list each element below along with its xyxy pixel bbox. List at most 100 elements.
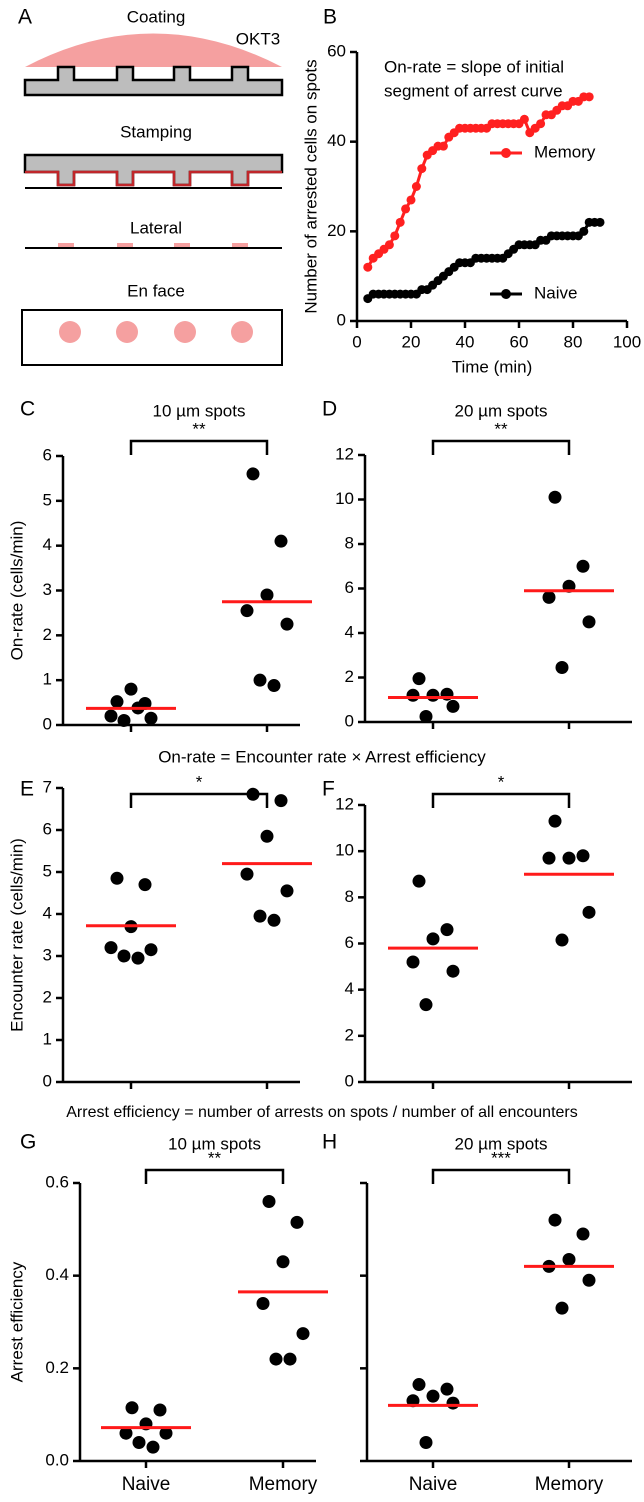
y-tick-label: 2	[43, 987, 52, 1006]
diagram-label: Stamping	[120, 122, 192, 141]
data-point	[584, 92, 594, 102]
data-point	[576, 849, 590, 863]
y-tick-label: 4	[43, 903, 52, 922]
x-axis-label: Time (min)	[452, 357, 533, 376]
panel-letter: A	[18, 6, 32, 29]
legend-label: Naive	[534, 283, 577, 302]
chart-title: 10 µm spots	[153, 401, 246, 420]
data-point	[283, 1352, 297, 1366]
y-tick-label: 5	[43, 861, 52, 880]
data-point	[269, 1352, 283, 1366]
data-point	[406, 955, 420, 969]
significance-bracket	[431, 792, 571, 808]
y-tick-label: 0	[43, 1071, 52, 1090]
data-point	[246, 467, 260, 481]
data-point	[412, 874, 426, 888]
diagram-label: OKT3	[236, 29, 280, 48]
stamp	[23, 65, 284, 97]
significance: ***	[491, 1148, 511, 1167]
data-point	[562, 851, 576, 865]
data-point	[280, 884, 294, 898]
data-point	[260, 588, 274, 602]
data-point	[260, 829, 274, 843]
significance: **	[192, 419, 206, 438]
y-tick-label: 7	[43, 777, 52, 796]
diagram-label: Lateral	[130, 218, 182, 237]
data-point	[131, 951, 145, 965]
diagram-label: Coating	[127, 7, 186, 26]
significance: **	[494, 419, 508, 438]
y-tick-label: 1	[43, 1029, 52, 1048]
y-tick-label: 0	[43, 714, 52, 733]
data-point	[280, 617, 294, 631]
y-tick-label: 12	[335, 794, 354, 813]
stamp-ink	[25, 170, 282, 187]
data-point	[117, 714, 131, 728]
data-point	[426, 688, 440, 702]
data-point	[576, 1227, 590, 1241]
data-point	[267, 913, 281, 927]
data-point	[411, 182, 421, 191]
y-tick-label: 6	[345, 933, 354, 952]
en-face-box	[21, 309, 283, 366]
y-tick-label: 6	[43, 819, 52, 838]
series-line	[366, 95, 590, 268]
data-point	[384, 240, 394, 250]
annotation: On-rate = slope of initial	[384, 57, 564, 76]
data-point	[582, 1273, 596, 1287]
data-point	[240, 867, 254, 881]
data-point	[579, 226, 589, 236]
data-point	[274, 534, 288, 548]
y-tick-label: 6	[345, 578, 354, 597]
coating-dome	[25, 33, 282, 67]
legend-marker	[501, 148, 511, 158]
data-point	[412, 672, 426, 686]
data-point	[536, 119, 546, 129]
data-point	[104, 941, 118, 955]
significance: *	[498, 772, 505, 791]
y-tick-label: 2	[345, 667, 354, 686]
data-point	[125, 1401, 139, 1415]
data-point	[562, 1252, 576, 1266]
data-point	[119, 1426, 133, 1440]
significance-bracket	[431, 439, 571, 455]
data-point	[262, 1195, 276, 1209]
legend-label: Memory	[534, 142, 596, 161]
data-point	[555, 1301, 569, 1315]
significance-bracket	[129, 792, 269, 808]
legend-marker	[501, 289, 511, 299]
significance-bracket	[144, 1168, 285, 1184]
data-point	[519, 114, 529, 124]
y-tick-label: 40	[327, 131, 346, 150]
data-point	[240, 604, 254, 618]
data-point	[412, 1378, 426, 1392]
spots-lateral	[58, 243, 248, 247]
y-tick-label: 8	[345, 887, 354, 906]
panel-letter: G	[20, 1131, 36, 1154]
y-tick-label: 0	[345, 711, 354, 730]
data-point	[104, 709, 118, 723]
panel-letter: H	[322, 1131, 337, 1154]
data-point	[290, 1215, 304, 1229]
data-point	[253, 673, 267, 687]
annotation: segment of arrest curve	[384, 81, 563, 100]
data-point	[555, 660, 569, 674]
equation: On-rate = Encounter rate × Arrest effici…	[158, 747, 486, 766]
x-tick-label: 20	[402, 332, 421, 351]
stamp	[23, 153, 284, 187]
y-tick-label: 2	[345, 1025, 354, 1044]
data-point	[426, 1389, 440, 1403]
x-tick-label: Memory	[249, 1474, 318, 1495]
panel-letter: E	[20, 778, 34, 801]
y-tick-label: 0	[345, 1071, 354, 1090]
diagram-label: En face	[127, 281, 185, 300]
chart-title: 20 µm spots	[455, 1134, 548, 1153]
data-point	[110, 695, 124, 709]
y-tick-label: 0.4	[45, 1265, 69, 1284]
y-tick-label: 0.2	[45, 1358, 69, 1377]
data-point	[276, 1255, 290, 1269]
data-point	[253, 909, 267, 923]
data-point	[110, 871, 124, 885]
data-point	[274, 794, 288, 808]
